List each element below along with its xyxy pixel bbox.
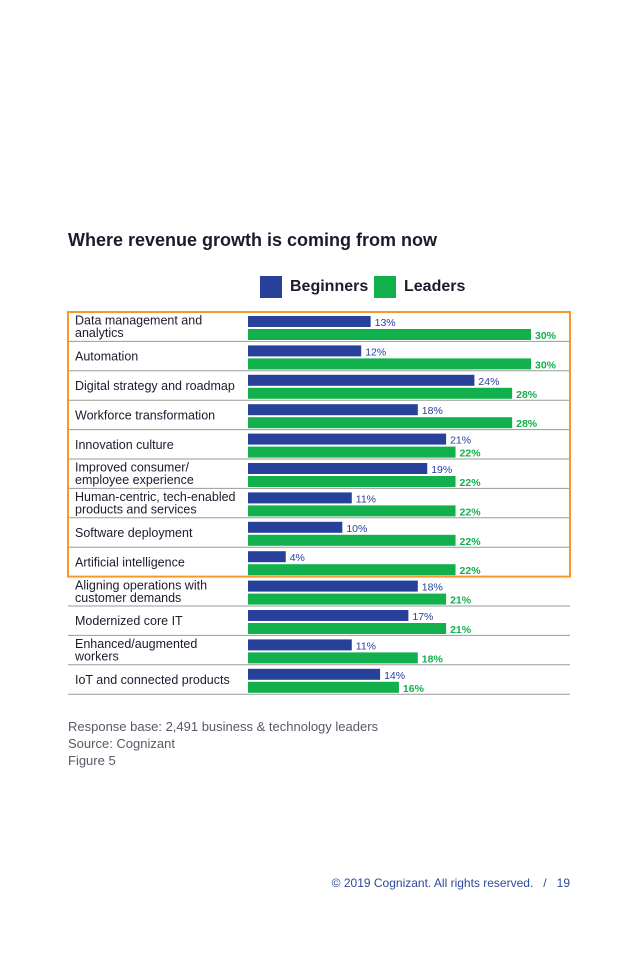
bar-beginners [248, 433, 447, 445]
bar-leaders [248, 417, 513, 429]
data-label-leaders: 22% [460, 536, 482, 548]
figure-label: Figure 5 [68, 753, 116, 768]
bar-leaders [248, 681, 399, 693]
category-label: Modernized core IT [75, 614, 183, 628]
bar-leaders [248, 329, 531, 340]
source-note: Source: Cognizant [68, 736, 175, 751]
bar-leaders [248, 564, 456, 576]
data-label-leaders: 28% [516, 418, 538, 430]
bar-leaders [248, 476, 456, 487]
legend-label-beginners: Beginners [290, 278, 369, 295]
bar-beginners [248, 463, 428, 474]
data-label-beginners: 4% [290, 552, 305, 564]
category-label: Automation [75, 350, 138, 364]
data-label-leaders: 28% [516, 389, 538, 401]
data-label-leaders: 21% [450, 595, 472, 607]
bar-leaders [248, 358, 531, 370]
chart-title: Where revenue growth is coming from now [68, 230, 438, 250]
category-label: Innovation culture [75, 438, 174, 452]
category-label: Data management and analytics [75, 314, 202, 341]
chart-legend: Beginners Leaders [0, 276, 638, 300]
highlight-box [67, 311, 571, 578]
bar-leaders [248, 446, 456, 458]
page-footer: © 2019 Cognizant. All rights reserved. / 1… [332, 876, 570, 890]
bar-beginners [248, 521, 343, 533]
data-label-beginners: 21% [450, 435, 471, 447]
data-label-beginners: 13% [375, 317, 396, 329]
bar-beginners [248, 610, 409, 621]
data-label-leaders: 22% [460, 448, 482, 460]
legend-swatch-beginners [260, 276, 282, 298]
category-label: Software deployment [75, 526, 193, 540]
data-label-leaders: 22% [460, 565, 482, 577]
category-label: Human-centric, tech-enabled products and … [75, 490, 236, 516]
bar-beginners [248, 345, 362, 357]
bar-beginners [248, 668, 381, 680]
data-label-beginners: 18% [422, 405, 443, 417]
bar-leaders [248, 593, 447, 605]
data-label-beginners: 10% [346, 523, 367, 535]
footer-separator: / [543, 876, 547, 890]
bar-beginners [248, 492, 352, 504]
copyright-text: © 2019 Cognizant. All rights reserved. [331, 876, 534, 890]
data-label-leaders: 18% [422, 653, 444, 665]
data-label-beginners: 14% [384, 670, 405, 682]
data-label-leaders: 30% [535, 330, 557, 342]
bar-beginners [248, 404, 418, 416]
data-label-beginners: 12% [365, 346, 386, 358]
data-label-leaders: 30% [535, 359, 557, 371]
data-label-leaders: 22% [460, 506, 482, 518]
bar-leaders [248, 387, 513, 399]
bar-beginners [248, 580, 418, 592]
bar-leaders [248, 505, 456, 517]
category-label: Aligning operations with customer demands [75, 578, 207, 605]
bar-leaders [248, 623, 447, 634]
category-label: Improved consumer/employee experience [75, 461, 194, 488]
bar-chart: Data management and analytics 13% 30% Automa… [67, 311, 571, 695]
data-label-beginners: 18% [422, 582, 443, 594]
bar-leaders [248, 534, 456, 546]
chart-notes: Response base: 2,491 business & technolo… [68, 718, 378, 769]
page-number: 19 [556, 876, 570, 890]
data-label-beginners: 17% [412, 611, 433, 623]
category-label: Workforce transformation [75, 408, 215, 422]
response-base-note: Response base: 2,491 business & technolo… [68, 719, 379, 734]
category-label: IoT and connected products [75, 673, 230, 687]
bar-beginners [248, 551, 286, 563]
bar-beginners [248, 639, 352, 651]
legend-label-leaders: Leaders [404, 278, 466, 295]
data-label-leaders: 16% [403, 683, 425, 695]
category-label: Digital strategy and roadmap [75, 379, 235, 393]
data-label-beginners: 11% [356, 493, 376, 505]
category-label: Artificial intelligence [75, 555, 185, 569]
bar-beginners [248, 316, 371, 327]
category-label: Enhanced/augmented workers [74, 637, 197, 664]
bar-beginners [248, 374, 475, 386]
data-label-leaders: 21% [450, 624, 472, 636]
data-label-beginners: 11% [356, 640, 376, 652]
data-label-beginners: 19% [431, 464, 452, 476]
legend-swatch-leaders [374, 276, 396, 298]
data-label-beginners: 24% [478, 376, 499, 388]
bar-leaders [248, 652, 418, 664]
data-label-leaders: 22% [460, 477, 482, 489]
